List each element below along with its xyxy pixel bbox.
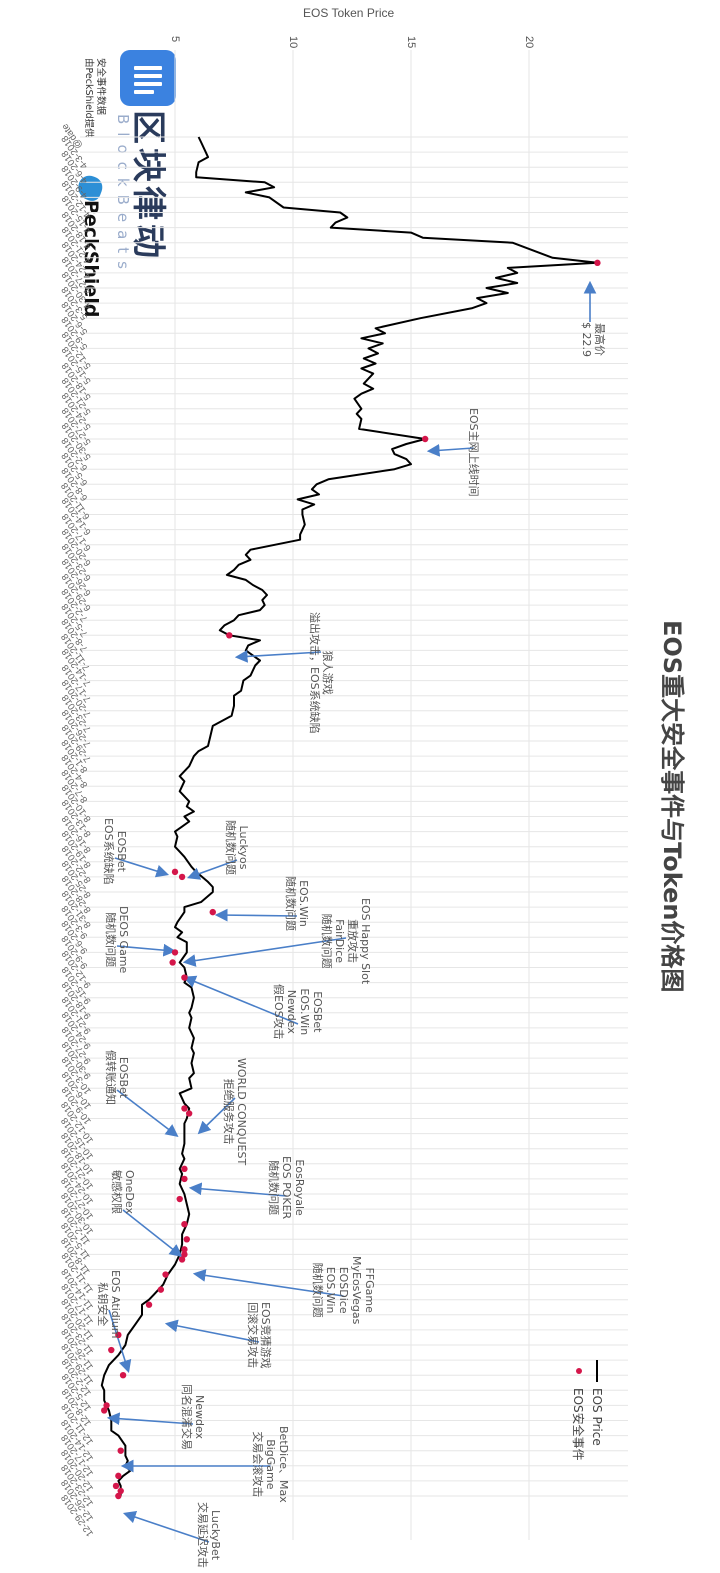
event-marker[interactable] <box>178 873 186 881</box>
event-marker[interactable] <box>115 1492 122 1500</box>
event-marker[interactable] <box>176 1195 183 1203</box>
event-marker[interactable] <box>171 949 179 956</box>
event-marker[interactable] <box>421 435 429 443</box>
event-marker[interactable] <box>181 1165 188 1173</box>
event-marker[interactable] <box>183 1236 190 1243</box>
annotation-arrow-icon <box>164 1319 260 1343</box>
annotation-label: 狼人游戏 溢出攻击，EOS系统缺陷 <box>308 612 334 734</box>
event-marker[interactable] <box>181 1251 188 1258</box>
annotation-arrow-icon <box>214 908 298 922</box>
annotation-label: EOSBet EOS.Win Newdex 假EOS攻击 <box>272 984 324 1040</box>
event-marker[interactable] <box>112 1482 120 1490</box>
event-marker[interactable] <box>103 1402 110 1409</box>
annotation-arrow-icon <box>108 1309 132 1374</box>
event-marker[interactable] <box>115 1472 122 1480</box>
event-marker[interactable] <box>117 1447 124 1454</box>
legend-item-price[interactable]: EOS Price <box>588 1360 606 1461</box>
annotation-arrow-icon <box>234 650 322 663</box>
annotation-label: Luckyos 随机数问题 <box>224 820 250 875</box>
annotation-arrow-icon <box>192 1269 344 1297</box>
event-marker[interactable] <box>181 1221 188 1228</box>
event-marker[interactable] <box>171 868 179 876</box>
annotation-arrow-icon <box>106 1412 194 1426</box>
annotation-label: EOS竞猜游戏 回滚交易攻击 <box>246 1302 272 1369</box>
legend[interactable]: EOS Price EOS安全事件 <box>570 1360 606 1461</box>
event-marker[interactable] <box>181 1105 188 1112</box>
event-marker[interactable] <box>157 1286 165 1293</box>
event-marker[interactable] <box>181 1175 188 1183</box>
event-marker[interactable] <box>117 1487 124 1495</box>
annotation-label: 最高价 $ 22.9 <box>580 322 606 357</box>
legend-item-events[interactable]: EOS安全事件 <box>570 1360 588 1461</box>
annotation-arrow-icon <box>122 1209 183 1257</box>
annotation-arrow-icon <box>426 443 474 457</box>
annotation-arrow-icon <box>188 1182 287 1197</box>
annotation-label: WORLD CONQUEST 拒绝服务攻击 <box>222 1058 248 1166</box>
chart-subtitle: EOS Token Price <box>303 6 395 20</box>
event-marker[interactable] <box>594 259 601 267</box>
event-marker[interactable] <box>178 1256 186 1263</box>
annotation-arrow-icon <box>183 975 299 1025</box>
annotation-arrows <box>106 280 597 1543</box>
event-marker[interactable] <box>145 1301 153 1308</box>
annotation-arrow-icon <box>122 1511 210 1543</box>
event-marker[interactable] <box>181 974 188 981</box>
annotation-label: OneDex 敏感权限 <box>110 1170 136 1214</box>
event-marker[interactable] <box>181 1246 188 1253</box>
annotation-label: EOS.Win 随机数问题 <box>284 876 310 931</box>
annotation-label: EOS主网上线时间 <box>467 408 480 497</box>
annotation-label: FFGame MyEosVegas EOSDice EOS.Win 随机数问题 <box>311 1256 376 1325</box>
annotation-label: DEOS Game 随机数问题 <box>104 906 130 974</box>
annotation-arrow-icon <box>186 859 238 880</box>
x-gridlines <box>80 136 628 1497</box>
y-tick-label: 20 <box>523 36 535 49</box>
event-marker[interactable] <box>119 1372 127 1379</box>
event-marker[interactable] <box>209 908 216 916</box>
dot-swatch-icon <box>576 1368 582 1374</box>
annotation-arrow-icon <box>116 943 177 957</box>
annotation-arrow-icon <box>114 857 170 878</box>
event-marker[interactable] <box>226 632 233 639</box>
annotation-label: EOSBet 假转账通知 <box>104 1050 130 1105</box>
event-marker[interactable] <box>115 1331 122 1339</box>
annotation-label: EOS Atidium 私钥安全 <box>96 1270 122 1339</box>
line-swatch-icon <box>596 1360 598 1382</box>
event-marker[interactable] <box>162 1271 169 1278</box>
price-line <box>100 136 599 1496</box>
legend-event-label: EOS安全事件 <box>571 1388 586 1461</box>
event-marker[interactable] <box>169 959 176 966</box>
annotation-label: LuckyBet 交易延迟攻击 <box>196 1502 222 1568</box>
blockbeats-logo-icon <box>120 50 176 106</box>
event-marker[interactable] <box>108 1346 115 1354</box>
annotation-label: EOS Happy Slot 重放攻击 FairDice 随机数问题 <box>320 898 372 985</box>
annotation-label: BetDice、Max BigGame 交易会滚攻击 <box>251 1426 290 1503</box>
annotation-arrow-icon <box>116 1089 179 1137</box>
legend-price-label: EOS Price <box>590 1388 604 1446</box>
y-tick-label: 5 <box>169 36 181 43</box>
annotation-arrow-icon <box>197 1097 236 1135</box>
y-tick-label: 15 <box>405 36 417 49</box>
annotation-label: Newdex 同名混淆交易 <box>180 1384 206 1450</box>
y-gridlines <box>174 50 530 1540</box>
event-marker[interactable] <box>185 1110 193 1117</box>
annotation-arrow-icon <box>182 937 347 967</box>
annotation-label: EosRoyale EOS POKER 随机数问题 <box>267 1156 306 1220</box>
event-markers <box>101 259 601 1500</box>
event-marker[interactable] <box>101 1407 108 1414</box>
annotation-label: EOSBet EOS系统缺陷 <box>102 818 128 885</box>
y-tick-label: 10 <box>287 36 299 49</box>
